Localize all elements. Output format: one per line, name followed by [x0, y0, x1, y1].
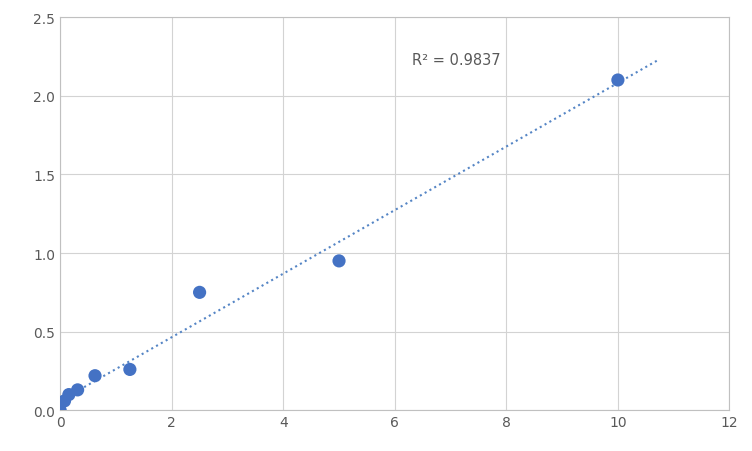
Point: [71, 387, 83, 394]
Point: [612, 77, 624, 84]
Point: [54, 407, 66, 414]
Point: [193, 289, 205, 296]
Point: [333, 258, 345, 265]
Point: [89, 372, 101, 379]
Point: [124, 366, 136, 373]
Text: R² = 0.9837: R² = 0.9837: [411, 53, 500, 68]
Point: [63, 391, 75, 398]
Point: [59, 397, 71, 405]
